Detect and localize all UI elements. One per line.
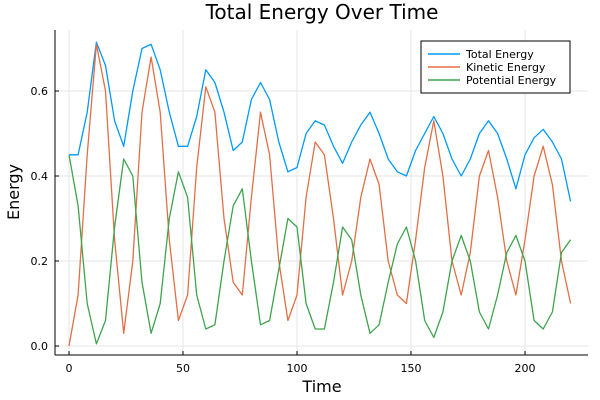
y-axis-label: Energy [4,164,23,220]
series-lines [68,41,572,347]
x-axis-label: Time [301,377,341,396]
y-tick-label: 0.0 [31,340,49,353]
legend-label-potential-energy: Potential Energy [466,74,557,87]
legend-label-total-energy: Total Energy [465,48,534,61]
total-energy-line [69,41,572,202]
chart-title: Total Energy Over Time [205,0,439,24]
y-tick-label: 0.4 [31,170,49,183]
ticks: 0 50 100 150 200 0.0 0.2 0.4 0.6 [31,85,536,375]
legend-label-kinetic-energy: Kinetic Energy [466,61,546,74]
x-tick-label: 150 [401,362,422,375]
y-tick-label: 0.6 [31,85,49,98]
kinetic-energy-line [68,43,572,347]
y-tick-label: 0.2 [31,255,49,268]
x-tick-label: 200 [515,362,536,375]
potential-energy-line [68,154,572,345]
x-tick-label: 0 [66,362,73,375]
x-tick-label: 100 [287,362,308,375]
x-tick-label: 50 [176,362,190,375]
